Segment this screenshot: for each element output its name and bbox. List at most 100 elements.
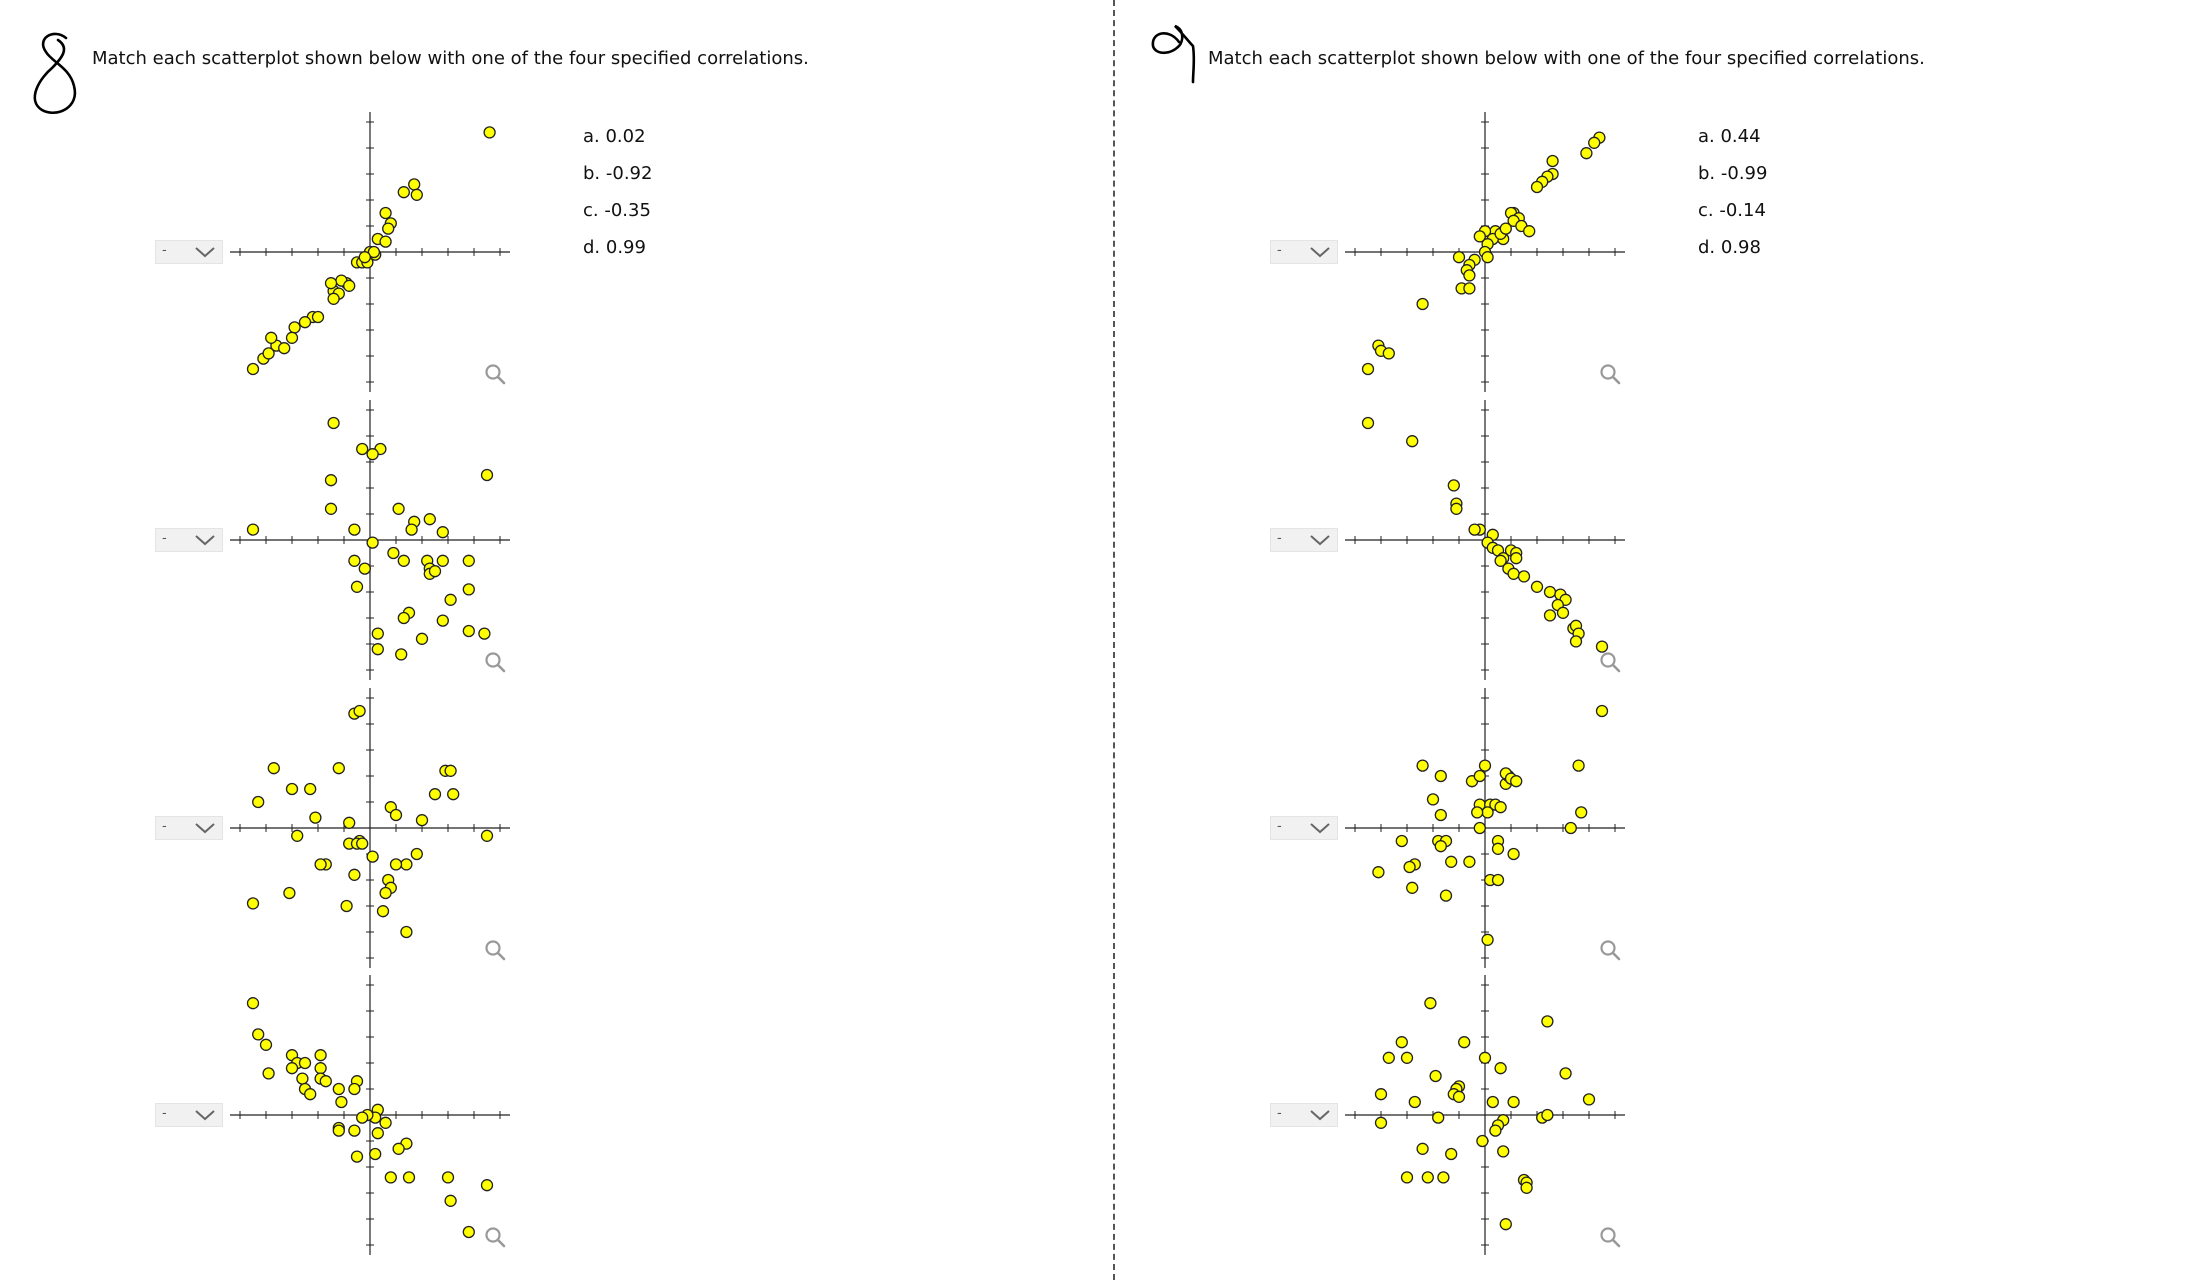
data-point — [1421, 1171, 1434, 1184]
data-point — [304, 1088, 317, 1101]
data-point — [480, 829, 494, 842]
data-point — [267, 762, 280, 775]
data-point — [397, 186, 410, 199]
correlation-select[interactable]: - — [1270, 240, 1338, 264]
magnifier-icon[interactable] — [483, 650, 507, 674]
data-point — [371, 627, 384, 640]
data-point — [1458, 1036, 1471, 1049]
data-point — [288, 321, 301, 334]
data-point — [311, 310, 325, 324]
data-point — [1374, 1088, 1388, 1101]
data-point — [340, 899, 353, 913]
data-point — [371, 643, 384, 656]
data-point — [1507, 847, 1520, 861]
chevron-down-icon — [1310, 823, 1330, 834]
data-point — [400, 925, 413, 939]
data-point — [332, 762, 345, 775]
data-point — [387, 546, 400, 560]
data-point — [1478, 759, 1492, 772]
data-point — [298, 316, 312, 329]
data-point — [285, 331, 299, 344]
data-point — [1530, 180, 1544, 194]
data-point — [252, 1028, 265, 1041]
data-point — [1507, 567, 1520, 580]
select-value: - — [162, 243, 167, 258]
correlation-select[interactable]: - — [1270, 816, 1338, 840]
select-value: - — [1277, 819, 1282, 834]
option-b: b. -0.99 — [1698, 163, 1768, 184]
magnifier-icon[interactable] — [1598, 938, 1622, 962]
data-point — [379, 235, 392, 248]
data-point — [1478, 1051, 1492, 1064]
data-point — [1517, 570, 1531, 583]
chevron-down-icon — [195, 535, 215, 546]
correlation-select[interactable]: - — [155, 240, 223, 264]
data-point — [379, 1116, 392, 1129]
data-point — [356, 1111, 369, 1124]
correlation-select[interactable]: - — [155, 528, 223, 552]
data-point — [1476, 1134, 1489, 1148]
data-point — [1595, 640, 1609, 653]
data-point — [348, 554, 361, 567]
magnifier-icon[interactable] — [1598, 1225, 1622, 1249]
scatterplot — [1345, 975, 1625, 1255]
data-point — [283, 886, 296, 900]
data-point — [1434, 769, 1447, 783]
data-point — [327, 416, 340, 430]
question-prompt: Match each scatterplot shown below with … — [1208, 48, 1925, 69]
data-point — [246, 523, 260, 536]
correlation-select[interactable]: - — [155, 1103, 223, 1127]
correlation-select[interactable]: - — [1270, 528, 1338, 552]
correlation-select[interactable]: - — [1270, 1103, 1338, 1127]
data-point — [296, 1072, 309, 1085]
data-point — [1541, 1015, 1554, 1028]
chevron-down-icon — [1310, 247, 1330, 258]
data-point — [1510, 775, 1523, 788]
scatterplot — [1345, 688, 1625, 968]
data-point — [335, 1095, 348, 1109]
scatterplot — [230, 400, 510, 680]
magnifier-icon[interactable] — [483, 362, 507, 386]
data-point — [415, 632, 429, 645]
data-point — [462, 1225, 475, 1239]
correlation-select[interactable]: - — [155, 816, 223, 840]
data-point — [358, 251, 371, 264]
dashed-divider — [1113, 0, 1115, 1280]
data-point — [348, 523, 361, 536]
data-point — [314, 858, 327, 871]
data-point — [1408, 1095, 1421, 1109]
data-point — [324, 474, 338, 487]
data-point — [358, 562, 371, 575]
data-point — [1481, 806, 1494, 819]
data-point — [1559, 1067, 1572, 1080]
data-point — [319, 1075, 332, 1088]
data-point — [397, 554, 410, 567]
data-point — [314, 1049, 327, 1062]
data-point — [415, 814, 429, 827]
data-point — [1491, 873, 1505, 887]
data-point — [278, 342, 291, 355]
magnifier-icon[interactable] — [483, 1225, 507, 1249]
data-point — [480, 1179, 494, 1192]
data-point — [428, 788, 442, 801]
data-point — [1494, 554, 1507, 567]
magnifier-icon[interactable] — [483, 938, 507, 962]
data-point — [1543, 609, 1557, 622]
data-point — [1406, 435, 1419, 448]
data-point — [462, 554, 475, 567]
data-point — [246, 362, 260, 376]
data-point — [1530, 580, 1544, 593]
data-point — [262, 347, 275, 360]
option-c: c. -0.14 — [1698, 200, 1766, 221]
data-point — [262, 1067, 275, 1080]
data-point — [1494, 1062, 1507, 1075]
scatterplot — [1345, 112, 1625, 392]
scatterplot — [1345, 400, 1625, 680]
data-point — [285, 1062, 299, 1075]
data-point — [350, 1150, 364, 1163]
data-point — [356, 442, 369, 456]
data-point — [1463, 282, 1476, 295]
data-point — [1361, 416, 1375, 430]
magnifier-icon[interactable] — [1598, 362, 1622, 386]
magnifier-icon[interactable] — [1598, 650, 1622, 674]
